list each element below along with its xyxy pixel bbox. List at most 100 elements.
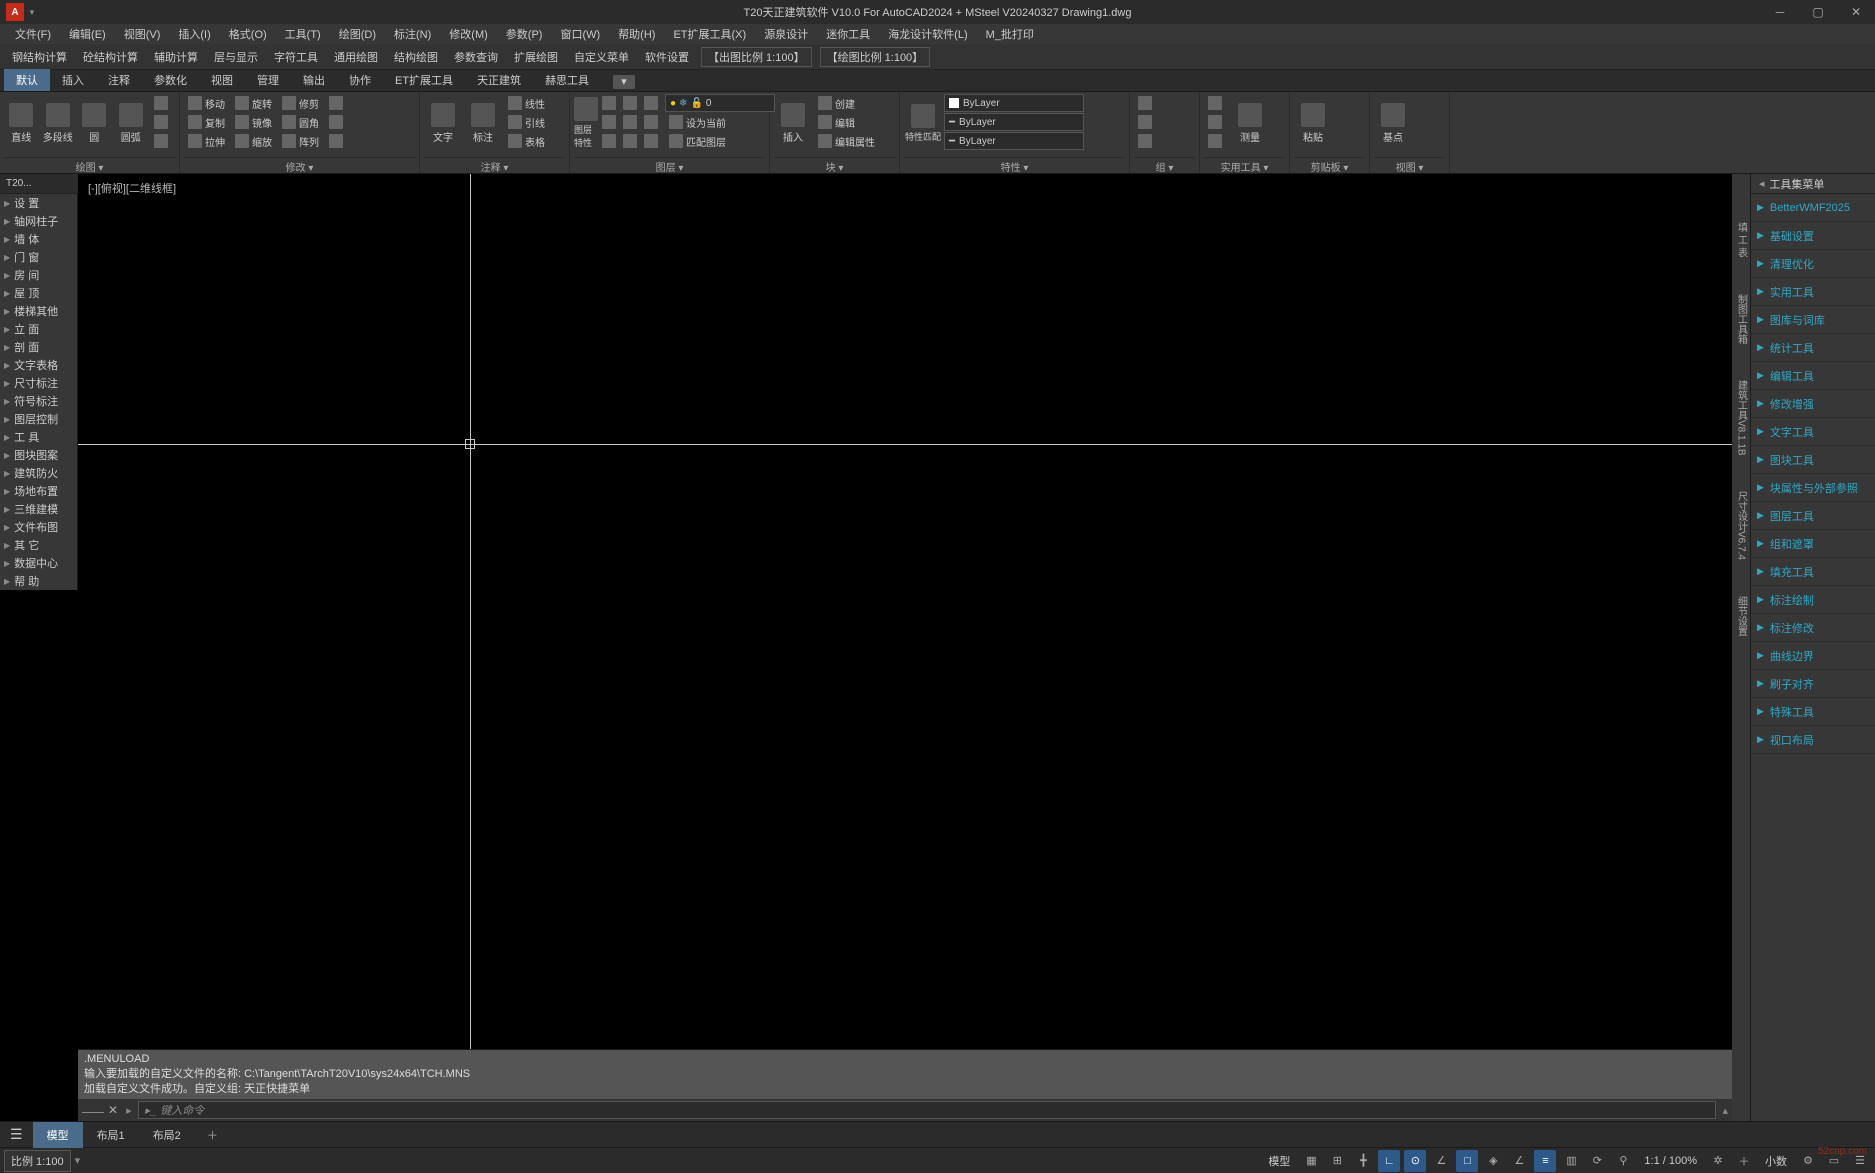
layer-icon-btn[interactable] <box>621 113 642 131</box>
modify-圆角[interactable]: 圆角 <box>278 113 323 131</box>
modify-extra-icon[interactable] <box>325 132 350 150</box>
layer-icon-btn[interactable] <box>621 132 642 150</box>
palette-文字表格[interactable]: ▶文字表格 <box>0 356 77 374</box>
ribbon-tab-赫思工具[interactable]: 赫思工具 <box>533 69 601 91</box>
layer-icon-btn[interactable] <box>642 113 663 131</box>
tool-group-BetterWMF2025[interactable]: ▶BetterWMF2025 <box>1751 194 1875 222</box>
polar-icon[interactable]: ⊙ <box>1404 1150 1426 1172</box>
tool-group-视口布局[interactable]: ▶视口布局 <box>1751 726 1875 754</box>
palette-场地布置[interactable]: ▶场地布置 <box>0 482 77 500</box>
palette-墙体[interactable]: ▶墙 体 <box>0 230 77 248</box>
layer-icon-btn[interactable] <box>621 94 642 112</box>
tool-group-文字工具[interactable]: ▶文字工具 <box>1751 418 1875 446</box>
menu-格式(O)[interactable]: 格式(O) <box>220 24 276 44</box>
layer-图层特性[interactable]: 图层特性 <box>574 94 598 152</box>
ribbon-tab-ET扩展工具[interactable]: ET扩展工具 <box>383 69 465 91</box>
ribbon-tab-管理[interactable]: 管理 <box>245 69 291 91</box>
tool-group-曲线边界[interactable]: ▶曲线边界 <box>1751 642 1875 670</box>
tool-group-标注绘制[interactable]: ▶标注绘制 <box>1751 586 1875 614</box>
util-btn-2[interactable] <box>1204 113 1229 131</box>
tool-软件设置[interactable]: 软件设置 <box>637 49 697 65</box>
osnap-icon[interactable]: □ <box>1456 1150 1478 1172</box>
app-logo[interactable]: A <box>6 3 24 21</box>
modify-阵列[interactable]: 阵列 <box>278 132 323 150</box>
palette-帮助[interactable]: ▶帮 助 <box>0 572 77 590</box>
menu-插入(I)[interactable]: 插入(I) <box>169 24 219 44</box>
panel-modify-label[interactable]: 修改 ▾ <box>184 157 415 173</box>
tool-group-图层工具[interactable]: ▶图层工具 <box>1751 502 1875 530</box>
palette-工具[interactable]: ▶工 具 <box>0 428 77 446</box>
palette-房间[interactable]: ▶房 间 <box>0 266 77 284</box>
modify-镜像[interactable]: 镜像 <box>231 113 276 131</box>
panel-utilities-label[interactable]: 实用工具 ▾ <box>1204 157 1285 173</box>
maximize-button[interactable]: ▢ <box>1799 0 1837 24</box>
util-btn-1[interactable] <box>1204 94 1229 112</box>
palette-楼梯其他[interactable]: ▶楼梯其他 <box>0 302 77 320</box>
menu-M_批打印[interactable]: M_批打印 <box>977 24 1043 44</box>
ribbon-tab-注释[interactable]: 注释 <box>96 69 142 91</box>
panel-group-label[interactable]: 组 ▾ <box>1134 157 1195 173</box>
block-编辑属性[interactable]: 编辑属性 <box>814 132 879 150</box>
panel-view-body-基点[interactable]: 基点 <box>1374 94 1412 152</box>
menu-标注(N)[interactable]: 标注(N) <box>385 24 440 44</box>
vert-tab-建筑工具V8.1.1B[interactable]: 建筑工具V8.1.1B <box>1732 372 1751 464</box>
panel-properties-label[interactable]: 特性 ▾ <box>904 157 1125 173</box>
isoplane-icon[interactable]: ∠ <box>1430 1150 1452 1172</box>
tab-model[interactable]: 模型 <box>33 1122 83 1148</box>
modify-移动[interactable]: 移动 <box>184 94 229 112</box>
viewport-label[interactable]: [-][俯视][二维线框] <box>88 180 176 196</box>
tool-group-统计工具[interactable]: ▶统计工具 <box>1751 334 1875 362</box>
close-button[interactable]: ✕ <box>1837 0 1875 24</box>
palette-剖面[interactable]: ▶剖 面 <box>0 338 77 356</box>
draw-small-icon[interactable] <box>150 132 175 150</box>
layout-menu-button[interactable]: ☰ <box>0 1126 33 1143</box>
palette-屋顶[interactable]: ▶屋 顶 <box>0 284 77 302</box>
cmd-expand-icon[interactable]: ▴ <box>1722 1104 1728 1117</box>
scale-label-1[interactable]: 【绘图比例 1:100】 <box>820 47 931 67</box>
draw-直线[interactable]: 直线 <box>4 94 39 152</box>
layer-icon-btn[interactable] <box>600 94 621 112</box>
props-match[interactable]: 特性匹配 <box>904 94 942 152</box>
minimize-button[interactable]: ─ <box>1761 0 1799 24</box>
ribbon-tab-协作[interactable]: 协作 <box>337 69 383 91</box>
annot-表格[interactable]: 表格 <box>504 132 549 150</box>
cycle-icon[interactable]: ⟳ <box>1586 1150 1608 1172</box>
draw-small-icon[interactable] <box>150 113 175 131</box>
scale-combo[interactable]: 比例 1:100 <box>4 1150 71 1172</box>
annot-引线[interactable]: 引线 <box>504 113 549 131</box>
palette-尺寸标注[interactable]: ▶尺寸标注 <box>0 374 77 392</box>
vert-tab-尺寸设计V6.7.4[interactable]: 尺寸设计V6.7.4 <box>1732 483 1751 568</box>
annot-标注[interactable]: 标注 <box>464 94 502 152</box>
panel-annotate-label[interactable]: 注释 ▾ <box>424 157 565 173</box>
transparency-icon[interactable]: ▥ <box>1560 1150 1582 1172</box>
menu-编辑(E)[interactable]: 编辑(E) <box>60 24 115 44</box>
props-combo-1[interactable]: ━ByLayer <box>944 113 1084 131</box>
plus-icon[interactable]: ＋ <box>1733 1150 1755 1172</box>
left-panel-tab[interactable]: T20... <box>0 174 78 194</box>
palette-设置[interactable]: ▶设 置 <box>0 194 77 212</box>
draw-圆[interactable]: 圆 <box>77 94 112 152</box>
layer-设为当前[interactable]: 设为当前 <box>665 113 775 131</box>
ortho-icon[interactable]: ∟ <box>1378 1150 1400 1172</box>
panel-clipboard-label[interactable]: 剪贴板 ▾ <box>1294 157 1365 173</box>
ribbon-tab-overflow[interactable]: ▾ <box>601 72 647 91</box>
tool-参数查询[interactable]: 参数查询 <box>446 49 506 65</box>
block-插入[interactable]: 插入 <box>774 94 812 152</box>
group-edit-btn[interactable] <box>1134 132 1159 150</box>
palette-立面[interactable]: ▶立 面 <box>0 320 77 338</box>
snap-icon[interactable]: ⊞ <box>1326 1150 1348 1172</box>
menu-海龙设计软件(L)[interactable]: 海龙设计软件(L) <box>879 24 976 44</box>
command-input[interactable]: ▸_键入命令 <box>138 1101 1717 1119</box>
draw-small-icon[interactable] <box>150 94 175 112</box>
props-combo-2[interactable]: ━ByLayer <box>944 132 1084 150</box>
cmd-handle-icon[interactable]: ⎼⎼ <box>82 1104 104 1117</box>
precision-combo[interactable]: 小数 <box>1759 1153 1793 1169</box>
tool-group-组和遮罩[interactable]: ▶组和遮罩 <box>1751 530 1875 558</box>
menu-修改(M)[interactable]: 修改(M) <box>440 24 497 44</box>
annot-文字[interactable]: 文字 <box>424 94 462 152</box>
ribbon-tab-天正建筑[interactable]: 天正建筑 <box>465 69 533 91</box>
tool-层与显示[interactable]: 层与显示 <box>206 49 266 65</box>
gear-icon[interactable]: ✲ <box>1707 1150 1729 1172</box>
tool-砼结构计算[interactable]: 砼结构计算 <box>75 49 146 65</box>
palette-三维建模[interactable]: ▶三维建模 <box>0 500 77 518</box>
